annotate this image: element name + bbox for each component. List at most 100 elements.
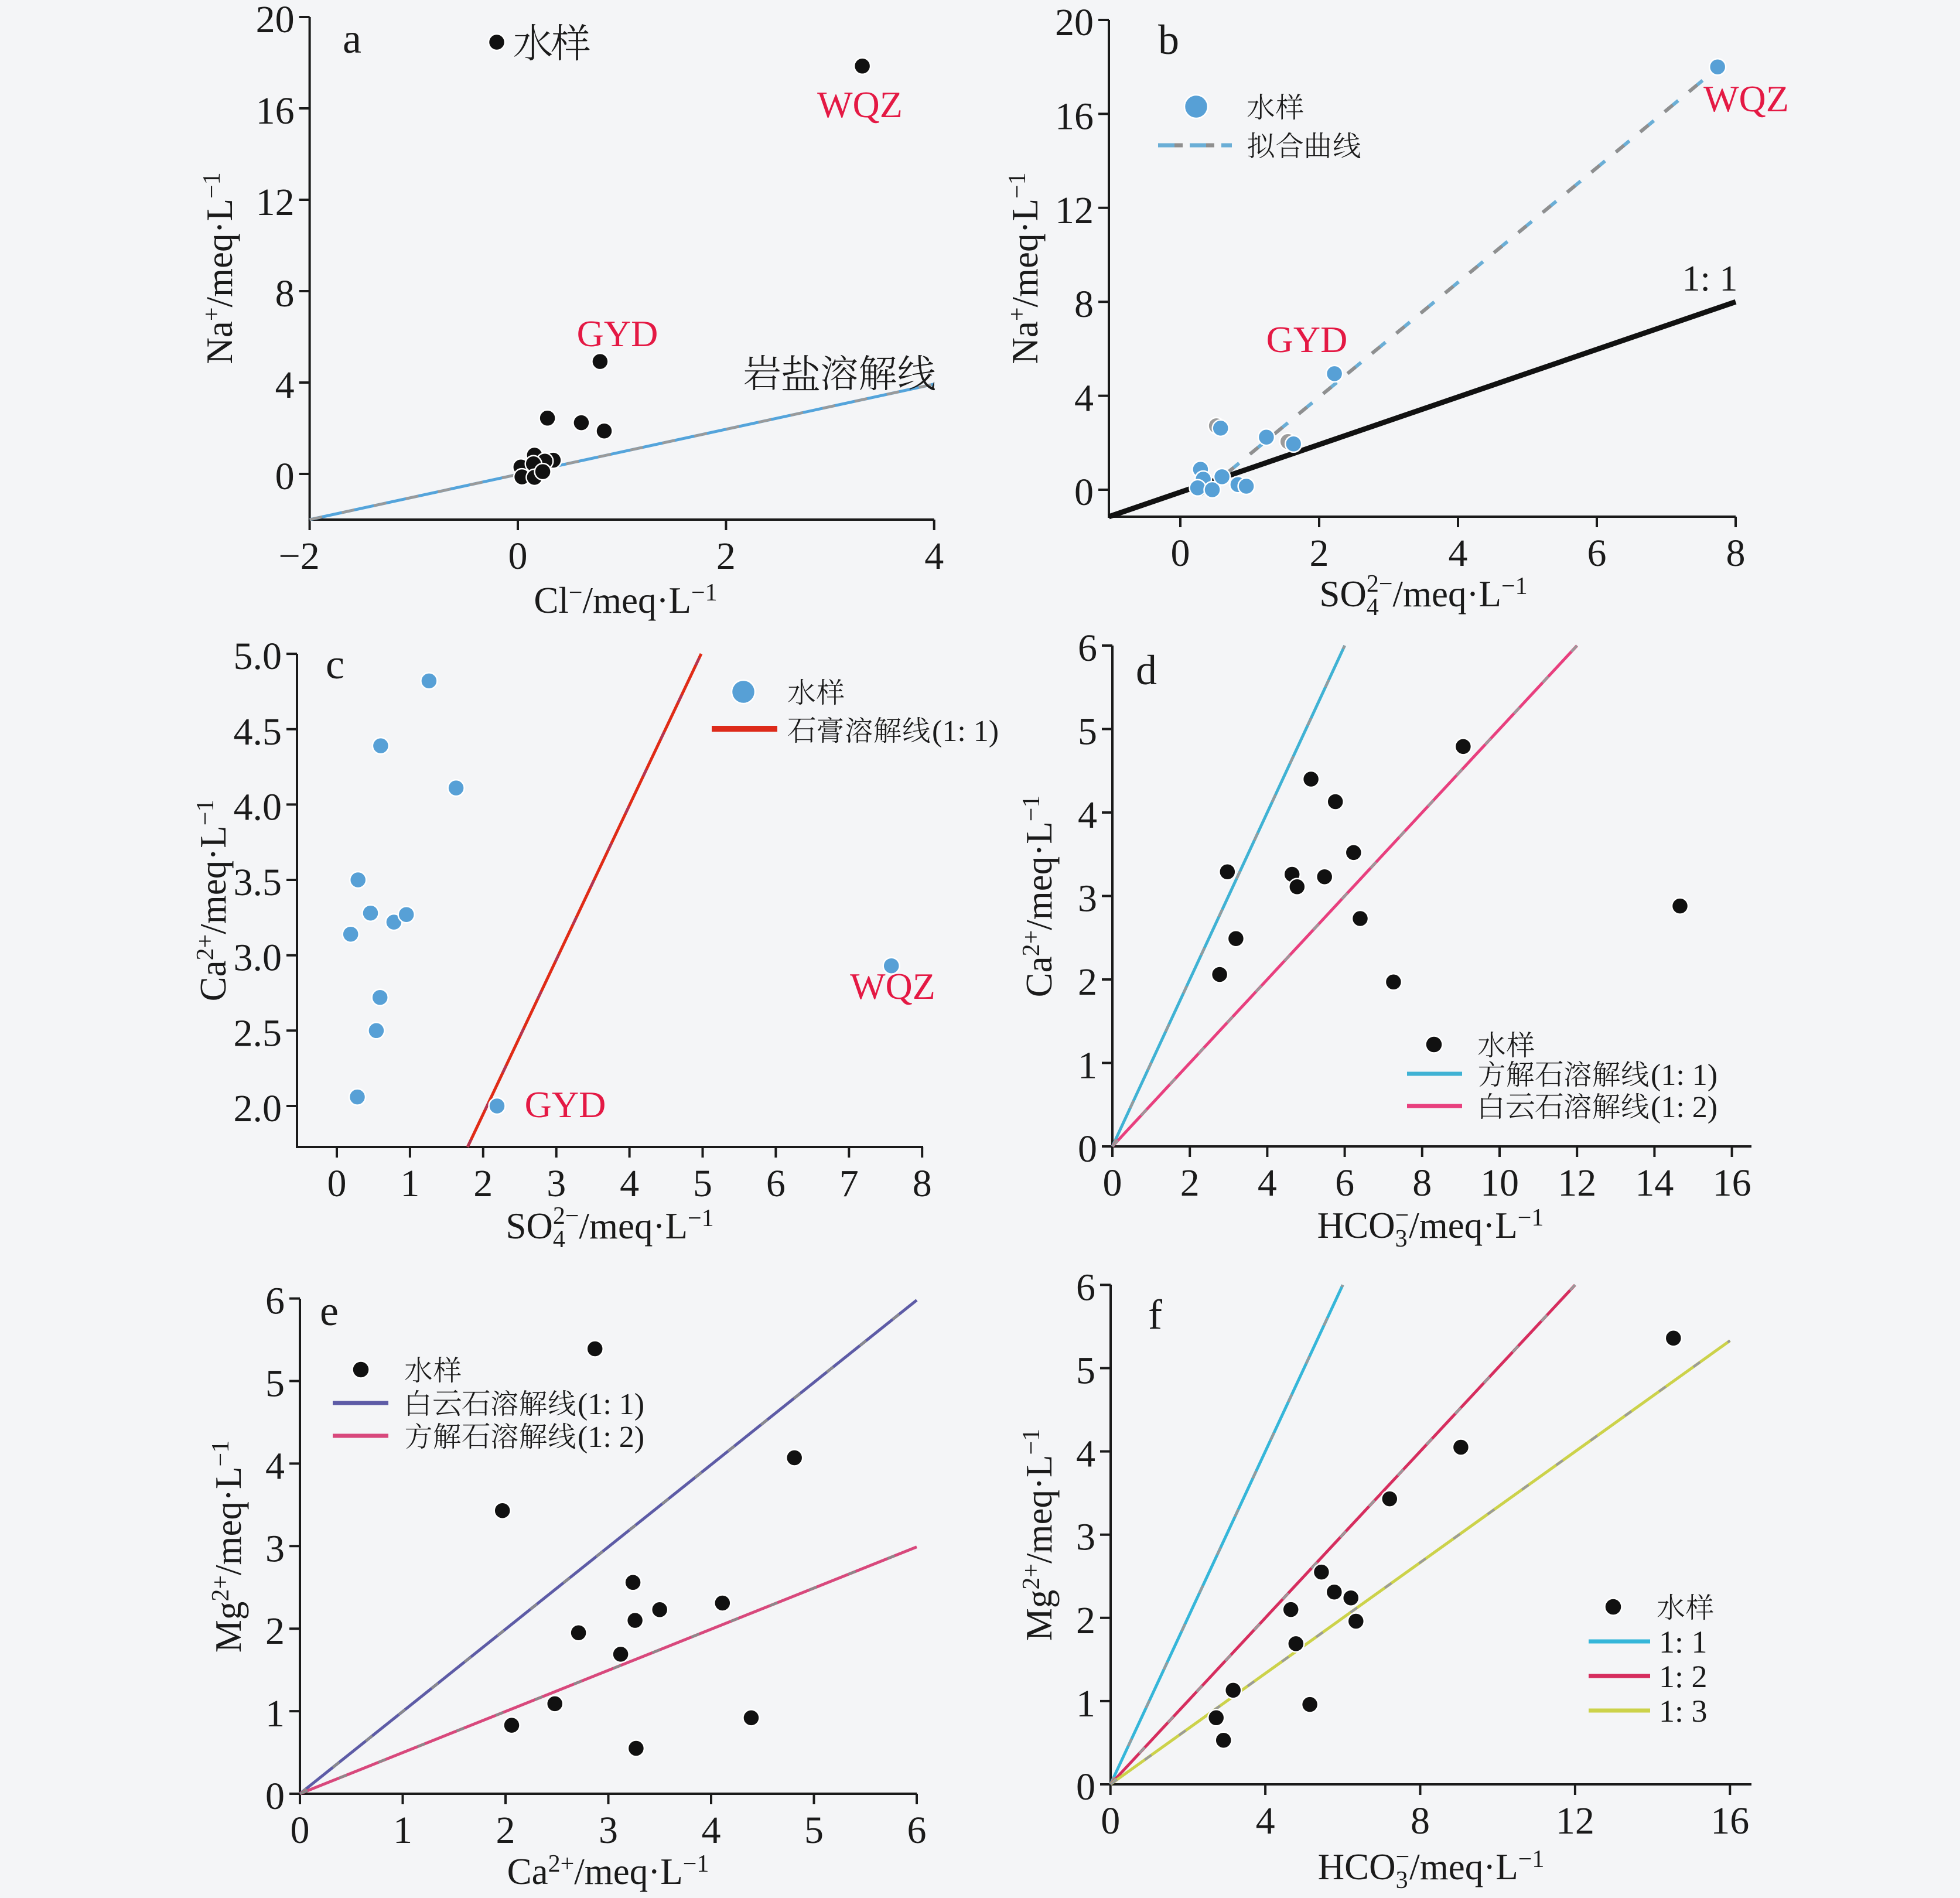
svg-text:HCO3−/meq·L−1: HCO3−/meq·L−1: [1318, 1844, 1545, 1894]
svg-text:6: 6: [265, 1280, 285, 1323]
svg-text:8: 8: [1412, 1162, 1432, 1204]
svg-text:4: 4: [702, 1809, 721, 1852]
svg-text:4: 4: [265, 1445, 285, 1487]
svg-text:Ca2+/meq·L−1: Ca2+/meq·L−1: [192, 800, 234, 1002]
svg-text:0: 0: [1103, 1162, 1122, 1204]
svg-text:4: 4: [1078, 794, 1097, 837]
svg-text:4: 4: [275, 364, 295, 407]
svg-text:WQZ: WQZ: [1703, 78, 1789, 120]
svg-text:16: 16: [256, 90, 295, 132]
svg-text:(1: 2): (1: 2): [578, 1421, 644, 1454]
svg-text:0: 0: [265, 1775, 285, 1818]
svg-text:SO42−/meq·L−1: SO42−/meq·L−1: [506, 1203, 713, 1253]
svg-text:12: 12: [1558, 1162, 1596, 1204]
svg-text:14: 14: [1635, 1162, 1674, 1204]
svg-text:HCO3−/meq·L−1: HCO3−/meq·L−1: [1317, 1202, 1544, 1252]
svg-text:8: 8: [1411, 1800, 1430, 1842]
svg-text:SO42−/meq·L−1: SO42−/meq·L−1: [1319, 571, 1527, 621]
svg-text:1: 1: [1076, 1682, 1095, 1725]
svg-text:d: d: [1136, 647, 1157, 694]
svg-text:3: 3: [1076, 1516, 1095, 1559]
svg-text:8: 8: [1726, 532, 1746, 575]
svg-text:3: 3: [599, 1809, 618, 1852]
svg-text:c: c: [326, 641, 344, 688]
svg-text:4: 4: [1074, 377, 1094, 420]
svg-text:(1: 2): (1: 2): [1651, 1091, 1717, 1124]
svg-text:0: 0: [291, 1809, 310, 1852]
svg-text:2: 2: [1180, 1162, 1200, 1204]
svg-text:3.0: 3.0: [234, 937, 282, 979]
svg-text:3: 3: [265, 1527, 285, 1570]
svg-text:5: 5: [693, 1162, 712, 1205]
svg-text:10: 10: [1480, 1162, 1519, 1204]
svg-text:16: 16: [1055, 95, 1094, 138]
svg-text:−2: −2: [278, 535, 319, 578]
svg-text:1: 1: [400, 1162, 419, 1205]
svg-text:Na+/meq·L−1: Na+/meq·L−1: [1004, 172, 1046, 364]
svg-text:4: 4: [1258, 1162, 1277, 1204]
svg-text:WQZ: WQZ: [850, 965, 935, 1007]
svg-text:12: 12: [256, 181, 295, 224]
svg-text:4: 4: [1256, 1800, 1275, 1842]
svg-text:4: 4: [924, 535, 944, 578]
svg-text:0: 0: [275, 455, 295, 498]
svg-text:20: 20: [256, 0, 295, 41]
svg-text:2: 2: [265, 1610, 285, 1653]
svg-text:0: 0: [1078, 1128, 1097, 1170]
svg-text:0: 0: [327, 1162, 347, 1205]
svg-text:Cl−/meq·L−1: Cl−/meq·L−1: [534, 579, 717, 621]
svg-text:6: 6: [1587, 532, 1607, 575]
svg-text:8: 8: [913, 1162, 932, 1205]
svg-text:4: 4: [620, 1162, 639, 1205]
svg-text:(1: 1): (1: 1): [1651, 1059, 1717, 1092]
svg-text:1: 3: 1: 3: [1659, 1694, 1708, 1729]
svg-text:8: 8: [1074, 283, 1094, 326]
svg-text:6: 6: [766, 1162, 786, 1205]
svg-text:e: e: [320, 1288, 339, 1334]
svg-text:6: 6: [907, 1809, 927, 1852]
svg-text:2.5: 2.5: [234, 1012, 282, 1054]
svg-text:4: 4: [1076, 1433, 1095, 1476]
svg-text:WQZ: WQZ: [817, 84, 903, 125]
svg-text:2: 2: [1310, 532, 1329, 575]
svg-text:1: 1: [1078, 1044, 1097, 1087]
svg-text:Ca2+/meq·L−1: Ca2+/meq·L−1: [507, 1851, 709, 1892]
svg-text:5: 5: [804, 1809, 824, 1852]
svg-text:2: 2: [1076, 1599, 1095, 1642]
svg-text:Mg2+/meq·L−1: Mg2+/meq·L−1: [207, 1440, 249, 1653]
svg-text:2.0: 2.0: [234, 1087, 282, 1130]
svg-text:0: 0: [1101, 1800, 1120, 1842]
svg-text:1: 1: 1: 1: [1659, 1624, 1708, 1660]
svg-text:0: 0: [508, 535, 528, 578]
svg-text:1: 2: 1: 2: [1659, 1659, 1708, 1694]
svg-text:7: 7: [839, 1162, 859, 1205]
svg-text:3: 3: [547, 1162, 566, 1205]
svg-text:GYD: GYD: [577, 313, 658, 354]
svg-text:4: 4: [1449, 532, 1468, 575]
svg-text:2: 2: [716, 535, 736, 578]
svg-text:Ca2+/meq·L−1: Ca2+/meq·L−1: [1018, 796, 1060, 998]
svg-text:5: 5: [1076, 1350, 1095, 1392]
svg-text:0: 0: [1076, 1766, 1095, 1808]
svg-text:0: 0: [1074, 471, 1094, 514]
svg-text:12: 12: [1055, 189, 1094, 232]
svg-text:(1: 1): (1: 1): [578, 1388, 644, 1421]
svg-text:8: 8: [275, 272, 295, 315]
svg-text:16: 16: [1710, 1800, 1749, 1842]
svg-text:6: 6: [1078, 627, 1097, 670]
svg-text:1: 1: [265, 1692, 285, 1735]
svg-text:4.5: 4.5: [234, 711, 282, 753]
svg-text:20: 20: [1055, 1, 1094, 44]
svg-text:Na+/meq·L−1: Na+/meq·L−1: [199, 172, 240, 364]
svg-text:3.5: 3.5: [234, 861, 282, 904]
svg-text:a: a: [343, 15, 361, 62]
svg-text:b: b: [1158, 16, 1179, 63]
svg-text:0: 0: [1171, 532, 1190, 575]
svg-text:3: 3: [1078, 878, 1097, 920]
svg-text:1: 1: [393, 1809, 412, 1852]
svg-text:4.0: 4.0: [234, 786, 282, 828]
svg-text:(1: 1): (1: 1): [932, 715, 999, 748]
svg-text:6: 6: [1076, 1266, 1095, 1309]
svg-text:2: 2: [496, 1809, 515, 1852]
svg-text:5: 5: [1078, 711, 1097, 753]
